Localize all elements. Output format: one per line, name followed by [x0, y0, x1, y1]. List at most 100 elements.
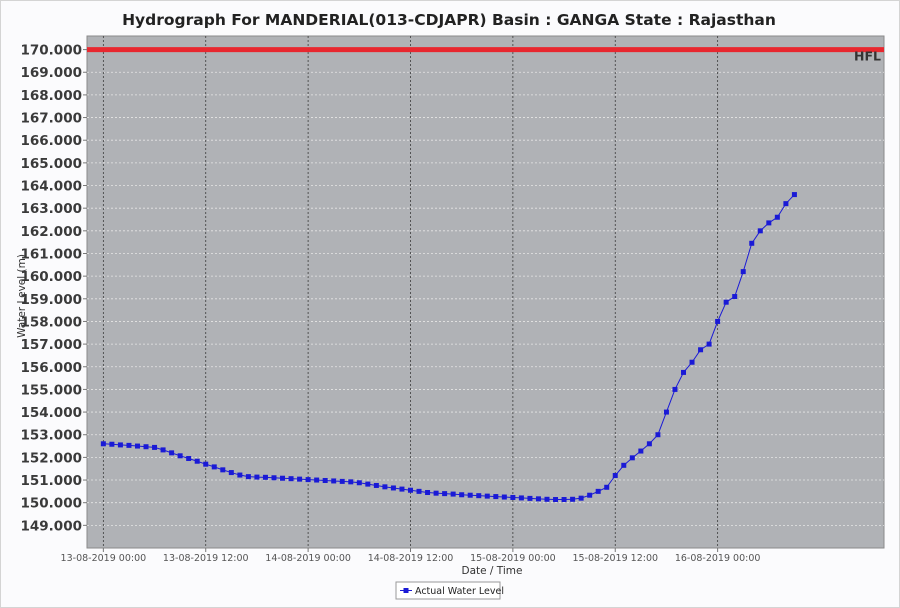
y-tick-label: 162.000	[21, 224, 83, 240]
x-tick-label: 13-08-2019 12:00	[163, 553, 249, 564]
x-tick-label: 15-08-2019 00:00	[470, 553, 556, 564]
x-tick-label: 13-08-2019 00:00	[61, 553, 147, 564]
data-point	[450, 491, 456, 497]
data-point	[544, 496, 550, 502]
legend-marker-swatch	[403, 588, 409, 593]
y-tick-label: 157.000	[21, 337, 83, 353]
data-point	[211, 464, 217, 470]
data-point	[476, 493, 482, 499]
y-axis-label: Water Level (m)	[16, 254, 28, 338]
data-point	[749, 240, 755, 246]
hfl-label: HFL	[854, 49, 881, 64]
data-point	[783, 201, 789, 207]
legend: Actual Water Level	[395, 581, 504, 600]
data-point	[689, 359, 695, 365]
data-point	[484, 493, 490, 499]
data-point	[407, 487, 413, 493]
data-point	[740, 269, 746, 275]
data-point	[271, 475, 277, 481]
data-point	[655, 432, 661, 438]
data-point	[220, 467, 226, 473]
data-point	[331, 478, 337, 484]
data-point	[553, 497, 559, 503]
data-point	[766, 220, 772, 226]
data-point	[160, 447, 166, 453]
y-tick-label: 153.000	[21, 428, 83, 444]
data-point	[578, 495, 584, 501]
data-point	[228, 470, 234, 476]
legend-box	[395, 581, 501, 600]
y-tick-label: 161.000	[21, 246, 83, 262]
data-point	[672, 386, 678, 392]
y-tick-label: 170.000	[21, 43, 83, 59]
y-tick-label: 169.000	[21, 65, 83, 81]
data-point	[382, 484, 388, 490]
data-point	[254, 474, 260, 480]
y-tick-label: 155.000	[21, 382, 83, 398]
data-point	[706, 341, 712, 347]
series-line	[103, 194, 795, 501]
x-tick-label: 16-08-2019 00:00	[675, 553, 761, 564]
hfl-reference-line: HFL	[87, 47, 884, 64]
data-point	[152, 444, 158, 450]
data-point	[561, 497, 567, 503]
data-point	[629, 455, 635, 461]
y-tick-label: 166.000	[21, 133, 83, 149]
y-tick-label: 165.000	[21, 156, 83, 172]
data-point	[757, 228, 763, 234]
data-point	[186, 456, 192, 462]
data-point	[134, 443, 140, 449]
data-point	[126, 442, 132, 448]
data-point	[791, 192, 797, 198]
data-point	[723, 299, 729, 305]
data-point	[288, 476, 294, 482]
y-tick-label: 163.000	[21, 201, 83, 217]
data-point	[433, 490, 439, 496]
data-point	[612, 473, 618, 478]
y-tick-label: 151.000	[21, 473, 83, 489]
data-point	[143, 444, 149, 450]
data-point	[297, 476, 303, 482]
data-point	[399, 486, 405, 492]
gridlines	[87, 36, 884, 548]
y-tick-label: 168.000	[21, 88, 83, 104]
data-point	[774, 214, 780, 220]
data-point	[390, 485, 396, 491]
data-point	[305, 477, 311, 483]
data-point	[117, 442, 123, 448]
data-point	[681, 369, 687, 375]
data-point	[177, 453, 183, 459]
data-point	[237, 472, 243, 478]
data-point	[510, 494, 516, 500]
data-point	[425, 490, 431, 495]
y-tick-label: 167.000	[21, 111, 83, 127]
data-point	[203, 461, 209, 467]
y-axis: 149.000 150.000 151.000 152.000 153.000 154.0…	[21, 43, 87, 534]
y-tick-label: 164.000	[21, 179, 83, 195]
data-point	[442, 491, 448, 497]
data-point	[262, 474, 268, 480]
chart-title: Hydrograph For MANDERIAL(013-CDJAPR) Bas…	[122, 11, 776, 29]
data-point	[245, 474, 251, 480]
data-point	[621, 462, 627, 468]
x-axis: 13-08-2019 00:00 13-08-2019 12:00 14-08-20…	[61, 548, 761, 564]
data-point	[100, 441, 106, 447]
data-point	[373, 482, 379, 488]
x-tick-label: 15-08-2019 12:00	[572, 553, 658, 564]
data-point	[501, 494, 507, 500]
data-point	[638, 448, 644, 454]
data-point	[194, 458, 200, 464]
data-point	[416, 488, 422, 494]
data-point	[732, 294, 738, 300]
data-point	[493, 494, 499, 500]
data-point	[280, 475, 286, 481]
data-point	[595, 488, 601, 494]
data-point	[314, 477, 320, 483]
data-point	[322, 477, 328, 483]
data-point	[348, 479, 354, 485]
data-point	[527, 495, 533, 501]
data-point	[535, 496, 541, 502]
data-point	[587, 492, 593, 498]
data-point	[604, 484, 610, 490]
data-point	[698, 347, 704, 353]
